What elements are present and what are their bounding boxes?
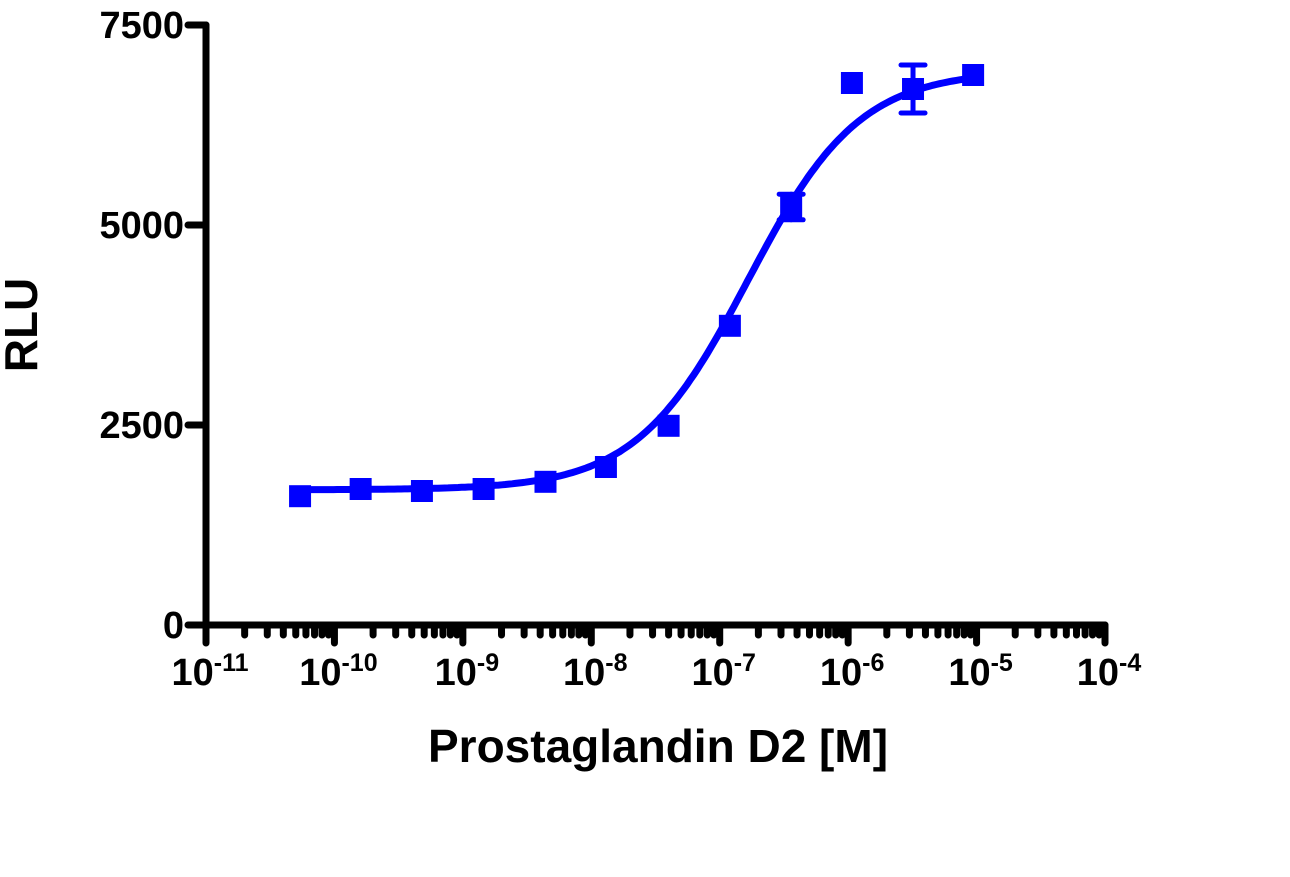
data-point-square-marker <box>289 485 312 508</box>
x-axis-ticks: 10-11 10-10 10-9 10-8 10-7 10-6 10-5 10-4 <box>171 621 1142 694</box>
x-tick-label: 10-9 <box>435 649 500 694</box>
data-points <box>289 64 985 508</box>
data-point-square-marker <box>472 478 495 500</box>
y-axis-ticks: 0 2500 5000 7500 <box>99 5 210 647</box>
x-tick-label: 10-7 <box>691 649 756 694</box>
y-tick-label: 2500 <box>99 405 184 447</box>
x-tick-label: 10-10 <box>299 649 377 694</box>
data-point-square-marker <box>962 64 985 86</box>
y-axis-title: RLU <box>0 278 47 373</box>
data-point-square-marker <box>349 478 372 500</box>
y-tick-label: 0 <box>163 605 184 647</box>
fit-curve <box>296 74 977 494</box>
x-tick-label: 10-4 <box>1077 649 1142 694</box>
data-point-square-marker <box>594 456 617 478</box>
data-point-square-marker <box>780 196 803 218</box>
y-tick-label: 7500 <box>99 5 184 47</box>
data-point-square-marker <box>718 314 741 337</box>
x-tick-label: 10-11 <box>171 649 248 694</box>
x-tick-label: 10-6 <box>820 649 885 694</box>
data-point-square-marker <box>657 414 680 437</box>
data-point-square-marker <box>902 78 925 100</box>
data-point-square-marker <box>410 480 433 502</box>
axes <box>188 21 1109 643</box>
data-point-square-marker <box>840 72 863 94</box>
x-axis-title: Prostaglandin D2 [M] <box>428 720 888 772</box>
data-point-square-marker <box>534 470 557 493</box>
y-tick-label: 5000 <box>99 205 184 247</box>
x-tick-label: 10-5 <box>948 649 1013 694</box>
x-tick-label: 10-8 <box>563 649 628 694</box>
